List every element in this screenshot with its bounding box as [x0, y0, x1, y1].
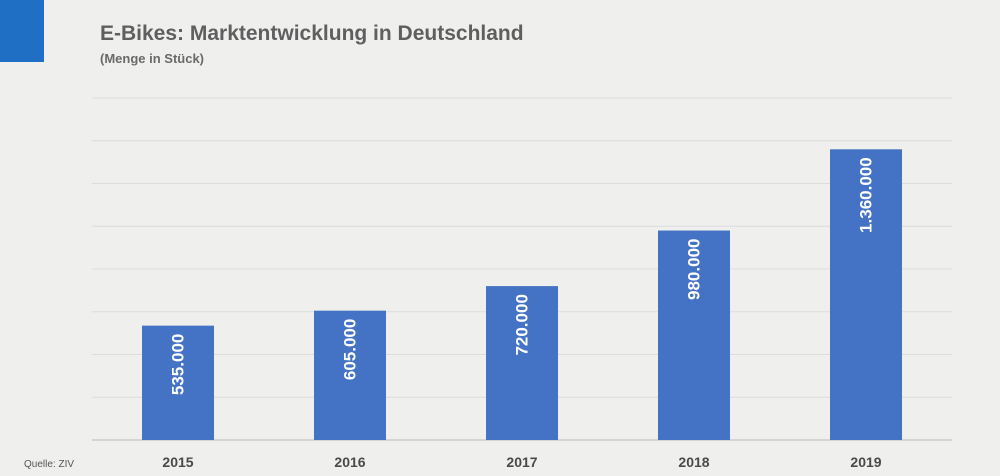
chart-subtitle: (Menge in Stück)	[100, 51, 205, 66]
x-tick-label-2018: 2018	[678, 454, 709, 470]
bar-2018	[658, 230, 730, 440]
x-tick-label-2015: 2015	[162, 454, 193, 470]
bar-2017	[486, 286, 558, 440]
data-label-2019: 1.360.000	[857, 157, 876, 233]
source-note: Quelle: ZIV	[24, 459, 75, 470]
bar-2016	[314, 310, 386, 440]
data-label-2017: 720.000	[513, 294, 532, 355]
data-label-2015: 535.000	[169, 334, 188, 395]
chart-title: E-Bikes: Marktentwicklung in Deutschland	[100, 22, 524, 45]
x-tick-label-2017: 2017	[506, 454, 537, 470]
data-label-2018: 980.000	[685, 239, 704, 300]
bar-2019	[830, 149, 902, 441]
bar-2015	[142, 325, 214, 440]
x-tick-label-2019: 2019	[850, 454, 881, 470]
x-tick-label-2016: 2016	[334, 454, 365, 470]
brand-accent-block	[0, 0, 44, 62]
data-label-2016: 605.000	[341, 319, 360, 380]
